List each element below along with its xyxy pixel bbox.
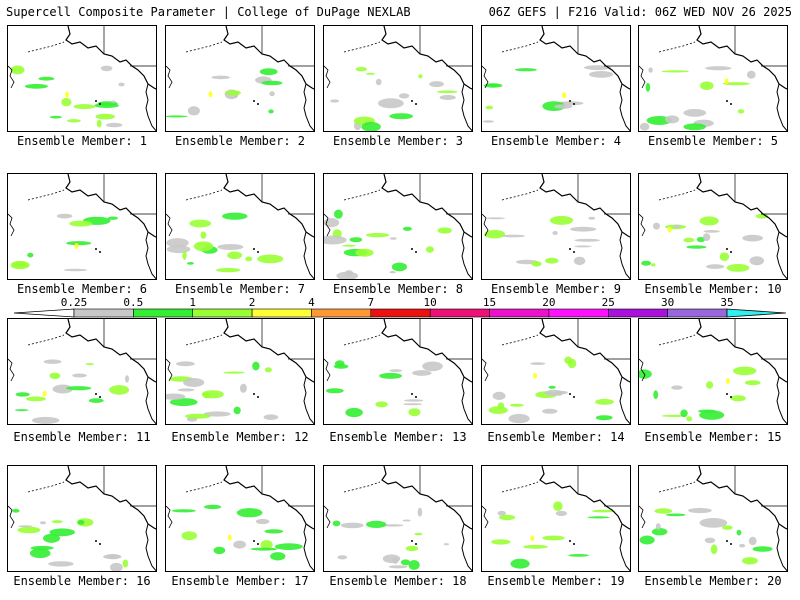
color-scale-tick-label: 30	[661, 296, 675, 309]
ensemble-map-panel	[7, 318, 157, 425]
color-scale-segment	[489, 308, 550, 318]
map-plot	[482, 174, 630, 279]
map-plot	[8, 466, 156, 571]
color-scale-legend: 0.25 0.5 1 2 4 7 10 15 20 25 30 35	[0, 290, 800, 320]
ensemble-map-panel	[165, 465, 315, 572]
color-scale-segment	[667, 308, 728, 318]
ensemble-member-label: Ensemble Member: 15	[644, 430, 782, 444]
map-plot	[8, 174, 156, 279]
color-scale-bar	[13, 308, 787, 318]
ensemble-member-label: Ensemble Member: 7	[174, 282, 306, 296]
run-valid-time: 06Z GEFS | F216 Valid: 06Z WED NOV 26 20…	[488, 5, 792, 19]
color-scale-segment	[726, 308, 787, 318]
ensemble-map-panel	[165, 318, 315, 425]
color-scale-segment	[311, 308, 372, 318]
map-plot	[639, 174, 787, 279]
ensemble-member-label: Ensemble Member: 16	[13, 574, 151, 588]
ensemble-map-panel	[638, 25, 788, 132]
ensemble-map-panel	[481, 318, 631, 425]
ensemble-map-panel	[7, 25, 157, 132]
ensemble-map-panel	[481, 25, 631, 132]
map-plot	[639, 466, 787, 571]
ensemble-member-label: Ensemble Member: 5	[647, 134, 779, 148]
color-scale-tick-label: 7	[367, 296, 375, 309]
ensemble-member-label: Ensemble Member: 13	[329, 430, 467, 444]
ensemble-member-label: Ensemble Member: 19	[487, 574, 625, 588]
map-plot	[166, 174, 314, 279]
map-plot	[8, 319, 156, 424]
color-scale-tick-label: 35	[720, 296, 734, 309]
map-plot	[166, 466, 314, 571]
ensemble-member-label: Ensemble Member: 17	[171, 574, 309, 588]
ensemble-map-panel	[323, 318, 473, 425]
color-scale-segment	[429, 308, 490, 318]
ensemble-map-panel	[638, 173, 788, 280]
map-plot	[482, 319, 630, 424]
ensemble-member-label: Ensemble Member: 20	[644, 574, 782, 588]
chart-title: Supercell Composite Parameter | College …	[6, 5, 411, 19]
ensemble-map-panel	[323, 465, 473, 572]
color-scale-tick-label: 0.25	[60, 296, 88, 309]
ensemble-map-panel	[638, 465, 788, 572]
ensemble-member-label: Ensemble Member: 4	[490, 134, 622, 148]
ensemble-member-label: Ensemble Member: 3	[332, 134, 464, 148]
color-scale-tick-label: 10	[423, 296, 437, 309]
ensemble-member-label: Ensemble Member: 18	[329, 574, 467, 588]
ensemble-member-label: Ensemble Member: 6	[16, 282, 148, 296]
ensemble-map-panel	[323, 25, 473, 132]
color-scale-tick-label: 25	[601, 296, 615, 309]
ensemble-member-label: Ensemble Member: 2	[174, 134, 306, 148]
color-scale-tick-label: 2	[248, 296, 256, 309]
ensemble-map-panel	[165, 25, 315, 132]
map-plot	[639, 26, 787, 131]
color-scale-segment	[251, 308, 312, 318]
ensemble-member-label: Ensemble Member: 9	[490, 282, 622, 296]
color-scale-segment	[607, 308, 668, 318]
color-scale-tick-label: 0.5	[123, 296, 144, 309]
map-plot	[166, 26, 314, 131]
color-scale-segment	[548, 308, 609, 318]
ensemble-map-panel	[7, 465, 157, 572]
map-plot	[324, 26, 472, 131]
color-scale-segment	[192, 308, 253, 318]
ensemble-map-panel	[165, 173, 315, 280]
ensemble-member-label: Ensemble Member: 14	[487, 430, 625, 444]
ensemble-map-panel	[323, 173, 473, 280]
color-scale-tick-label: 4	[308, 296, 315, 309]
color-scale-segment	[133, 308, 194, 318]
map-plot	[8, 26, 156, 131]
color-scale-tick-label: 15	[482, 296, 497, 309]
ensemble-map-panel	[7, 173, 157, 280]
map-plot	[324, 319, 472, 424]
ensemble-map-panel	[481, 173, 631, 280]
map-plot	[482, 26, 630, 131]
ensemble-member-label: Ensemble Member: 8	[332, 282, 464, 296]
color-scale-tick-label: 20	[542, 296, 556, 309]
ensemble-member-label: Ensemble Member: 12	[171, 430, 309, 444]
map-plot	[324, 174, 472, 279]
color-scale-segment	[370, 308, 431, 318]
map-plot	[482, 466, 630, 571]
ensemble-member-label: Ensemble Member: 11	[13, 430, 151, 444]
map-plot	[324, 466, 472, 571]
ensemble-member-label: Ensemble Member: 10	[644, 282, 782, 296]
map-plot	[639, 319, 787, 424]
color-scale-tick-label: 1	[189, 296, 197, 309]
ensemble-map-panel	[638, 318, 788, 425]
ensemble-map-panel	[481, 465, 631, 572]
ensemble-member-label: Ensemble Member: 1	[16, 134, 148, 148]
map-plot	[166, 319, 314, 424]
color-scale-segment	[73, 308, 134, 318]
